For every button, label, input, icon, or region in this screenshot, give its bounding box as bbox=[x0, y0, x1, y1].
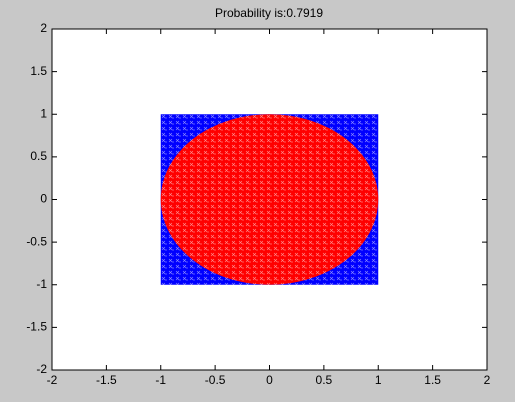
x-tick-label: 0 bbox=[266, 373, 273, 387]
y-tick-label: 1.5 bbox=[30, 64, 47, 78]
point-texture bbox=[160, 114, 379, 285]
x-tick-label: -1.5 bbox=[96, 373, 117, 387]
y-tick-label: 0.5 bbox=[30, 149, 47, 163]
x-tick-label: -0.5 bbox=[205, 373, 226, 387]
axes-frame bbox=[51, 28, 488, 371]
y-tick-label: -1 bbox=[36, 277, 47, 291]
x-tick-label: 0.5 bbox=[316, 373, 333, 387]
y-tick-label: 2 bbox=[40, 21, 47, 35]
y-tick-label: -0.5 bbox=[26, 234, 47, 248]
y-tick-label: 0 bbox=[40, 192, 47, 206]
chart-title: Probability is:0.7919 bbox=[215, 6, 323, 20]
y-tick-label: -1.5 bbox=[26, 320, 47, 334]
x-tick-label: -2 bbox=[47, 373, 58, 387]
x-tick-label: 2 bbox=[484, 373, 491, 387]
x-tick-label: 1 bbox=[375, 373, 382, 387]
y-tick-label: 1 bbox=[40, 106, 47, 120]
y-tick-label: -2 bbox=[36, 362, 47, 376]
x-tick-label: -1 bbox=[155, 373, 166, 387]
x-tick-label: 1.5 bbox=[424, 373, 441, 387]
